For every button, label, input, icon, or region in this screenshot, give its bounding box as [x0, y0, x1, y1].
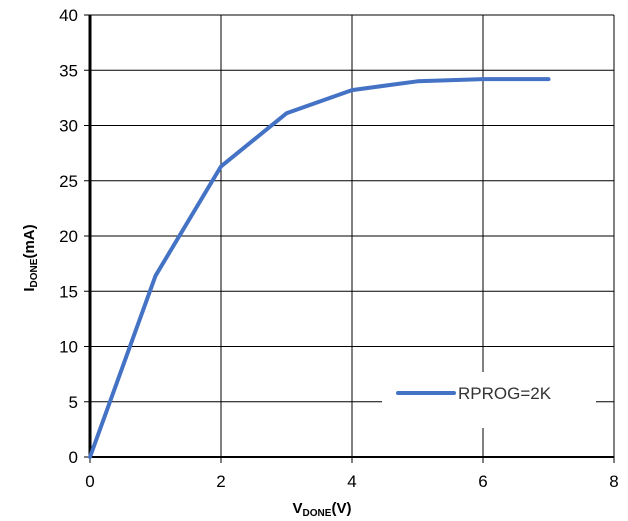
x-tick-labels: 0 2 4 6 8: [85, 472, 618, 491]
series-point: [416, 79, 420, 83]
x-axis-title-sub: DONE: [303, 508, 332, 519]
y-tick-label: 15: [59, 282, 78, 301]
y-tick-label: 30: [59, 117, 78, 136]
x-axis-title: VDONE(V): [293, 500, 352, 519]
x-tick-label: 2: [216, 472, 225, 491]
series-point: [88, 455, 92, 459]
y-tick-label: 5: [69, 393, 78, 412]
series-point: [219, 164, 223, 168]
y-tick-label: 25: [59, 172, 78, 191]
y-axis-title-main: I: [21, 287, 38, 291]
axes: [84, 14, 615, 463]
series-point: [547, 77, 551, 81]
series-point: [285, 111, 289, 115]
x-tick-label: 8: [609, 472, 618, 491]
series-point: [154, 274, 158, 278]
y-tick-label: 0: [69, 448, 78, 467]
y-tick-label: 35: [59, 61, 78, 80]
x-tick-label: 6: [478, 472, 487, 491]
y-tick-label: 40: [59, 6, 78, 25]
y-tick-labels: 0 5 10 15 20 25 30 35 40: [59, 6, 78, 467]
y-tick-label: 10: [59, 338, 78, 357]
series-point: [481, 77, 485, 81]
series-point: [350, 88, 354, 92]
x-axis-title-tail: (V): [331, 500, 351, 517]
x-tick-label: 0: [85, 472, 94, 491]
y-tick-label: 20: [59, 227, 78, 246]
series-line-rprog-2k: [88, 77, 551, 459]
x-axis-title-main: V: [293, 500, 303, 517]
y-axis-title-sub: DONE: [29, 258, 40, 287]
legend-box: [382, 372, 596, 428]
y-axis-title-tail: (mA): [21, 224, 38, 258]
legend-label: RPROG=2K: [458, 384, 552, 403]
x-tick-label: 4: [347, 472, 356, 491]
y-axis-title: IDONE(mA): [21, 224, 40, 291]
